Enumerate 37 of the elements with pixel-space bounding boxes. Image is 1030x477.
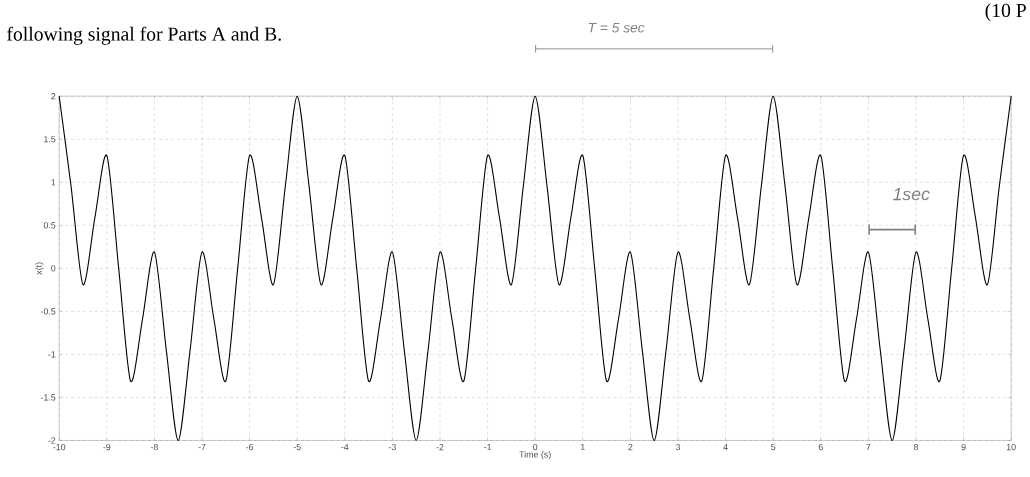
y-tick-label: -1 bbox=[48, 351, 56, 358]
y-tick-label: 1.5 bbox=[44, 136, 56, 143]
x-axis-title: Time (s) bbox=[519, 451, 551, 460]
y-axis-title: x(t) bbox=[35, 262, 44, 275]
x-tick-label: -5 bbox=[293, 443, 301, 451]
x-tick-label: 7 bbox=[866, 443, 871, 451]
x-tick-label: 3 bbox=[675, 443, 681, 451]
x-tick-label: -4 bbox=[341, 443, 349, 451]
text: T = 5 sec bbox=[588, 22, 645, 33]
y-tick-label: -0.5 bbox=[40, 308, 56, 315]
x-tick-label: -2 bbox=[436, 443, 444, 451]
x-tick-label: -9 bbox=[103, 443, 111, 451]
y-tick-label: 0 bbox=[51, 265, 56, 272]
x-tick-label: -1 bbox=[484, 443, 492, 451]
y-tick-label: 0.5 bbox=[43, 222, 56, 229]
x-tick-label: 1 bbox=[581, 443, 585, 451]
annotation: 1sec bbox=[892, 187, 930, 201]
x-tick-label: -7 bbox=[198, 443, 206, 451]
y-tick-label: -2 bbox=[48, 437, 56, 444]
x-tick-label: -3 bbox=[388, 443, 396, 451]
line-series bbox=[58, 95, 1012, 442]
x-tick-label: 9 bbox=[961, 443, 966, 451]
x-tick-label: 0 bbox=[533, 443, 538, 451]
chart-title: following signal for Parts A and B. bbox=[7, 26, 281, 45]
x-tick-label: 6 bbox=[818, 443, 823, 451]
x-tick-label: 2 bbox=[628, 443, 633, 451]
y-tick-label: 1 bbox=[51, 179, 56, 186]
x-tick-label: 5 bbox=[771, 443, 776, 451]
x-tick-label: 4 bbox=[723, 443, 728, 451]
text: (10 P bbox=[985, 3, 1026, 22]
y-tick-label: -1.5 bbox=[40, 394, 56, 401]
x-tick-label: -10 bbox=[53, 443, 66, 451]
x-tick-label: 8 bbox=[913, 443, 919, 451]
x-tick-label: 10 bbox=[1006, 443, 1016, 451]
y-tick-label: 2 bbox=[51, 93, 56, 100]
x-tick-label: -8 bbox=[150, 443, 158, 451]
x-tick-label: -6 bbox=[246, 443, 254, 451]
